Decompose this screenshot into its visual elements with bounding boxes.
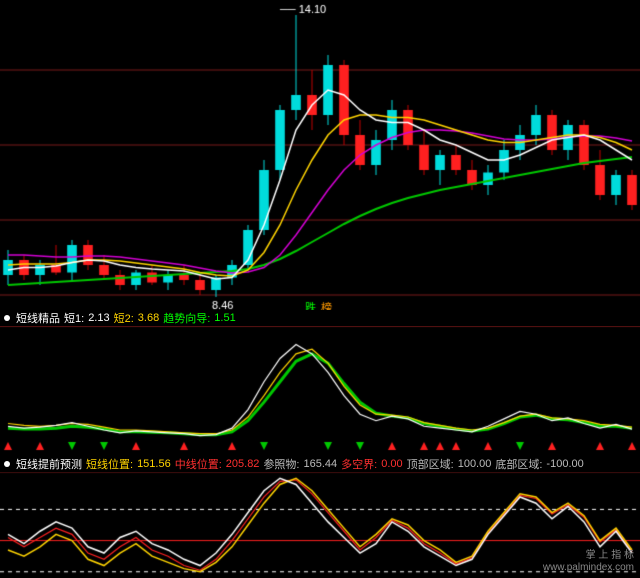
dot-icon <box>4 461 10 467</box>
ind1-s2-label: 短2: <box>114 310 134 326</box>
ind2-l6: 底部区域: <box>495 456 542 472</box>
ind2-l5: 顶部区域: <box>407 456 454 472</box>
ind1-title: 短线精品 <box>16 310 60 326</box>
watermark-line1: 掌 上 指 标 <box>543 550 634 562</box>
dot-icon <box>4 315 10 321</box>
ind2-v5: 100.00 <box>458 458 492 470</box>
ind2-v6: -100.00 <box>546 458 583 470</box>
ind2-l3: 参照物: <box>263 456 299 472</box>
ind2-v2: 205.82 <box>226 458 260 470</box>
chart-canvas[interactable] <box>0 0 640 578</box>
watermark-line2: www.palmindex.com <box>543 562 634 574</box>
chart-root: 短线精品 短1: 2.13 短2: 3.68 趋势向导: 1.51 短线提前预测… <box>0 0 640 578</box>
ind2-v1: 151.56 <box>137 458 171 470</box>
ind2-l2: 中线位置: <box>175 456 222 472</box>
watermark: 掌 上 指 标 www.palmindex.com <box>543 550 634 574</box>
ind2-v3: 165.44 <box>304 458 338 470</box>
ind2-l4: 多空界: <box>341 456 377 472</box>
ind1-trend-label: 趋势向导: <box>163 310 210 326</box>
indicator1-bar: 短线精品 短1: 2.13 短2: 3.68 趋势向导: 1.51 <box>0 310 640 326</box>
ind1-s2-value: 3.68 <box>138 312 159 324</box>
ind2-v4: 0.00 <box>381 458 402 470</box>
ind1-trend-value: 1.51 <box>214 312 235 324</box>
ind1-s1-value: 2.13 <box>88 312 109 324</box>
ind1-s1-label: 短1: <box>64 310 84 326</box>
indicator2-bar: 短线提前预测 短线位置: 151.56 中线位置: 205.82 参照物: 16… <box>0 456 640 472</box>
ind2-title: 短线提前预测 <box>16 456 82 472</box>
ind2-l1: 短线位置: <box>86 456 133 472</box>
